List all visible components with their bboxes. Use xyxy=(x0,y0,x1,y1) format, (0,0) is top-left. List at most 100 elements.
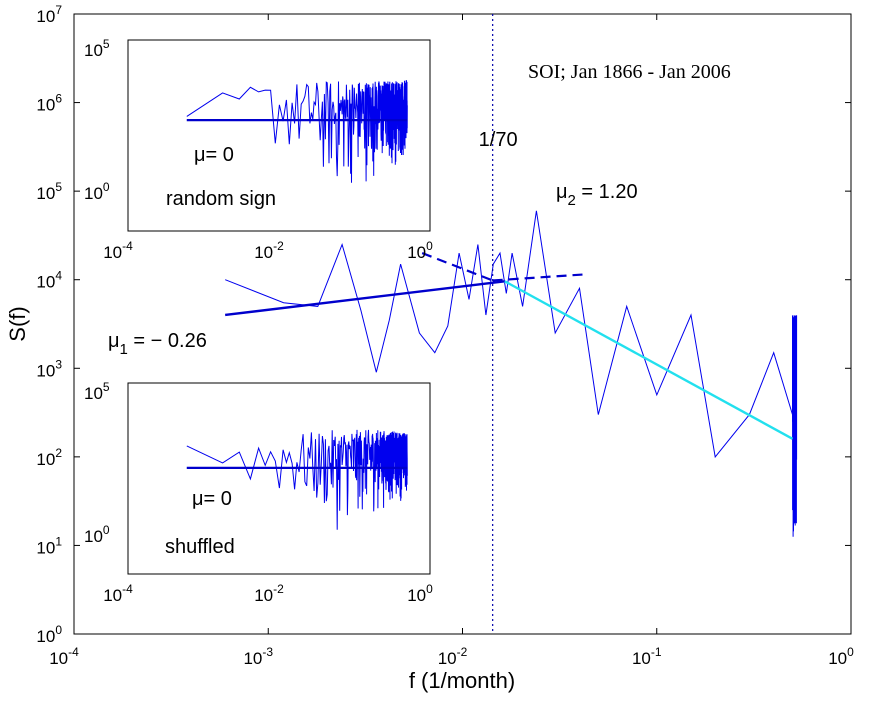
inset-shuffled-mu: μ= 0 xyxy=(192,488,232,510)
fit-high-label-value: = 1.20 xyxy=(576,181,638,203)
y-tick-exponent: 6 xyxy=(55,92,62,106)
y-tick-base: 10 xyxy=(36,450,55,469)
x-tick-exponent: -2 xyxy=(457,645,468,659)
x-tick-label: 100 xyxy=(407,582,433,605)
x-tick-exponent: -1 xyxy=(651,645,662,659)
y-tick-base: 10 xyxy=(84,184,103,203)
inset-spectrum-line xyxy=(186,429,408,530)
x-tick-exponent: -2 xyxy=(273,582,284,596)
fit-high-label-prefix: μ xyxy=(556,181,568,203)
y-tick-label: 105 xyxy=(36,180,62,203)
y-tick-label: 103 xyxy=(36,357,62,380)
x-tick-exponent: -4 xyxy=(68,645,79,659)
crossover-label: 1/70 xyxy=(479,129,518,151)
y-tick-exponent: 5 xyxy=(103,37,110,51)
y-tick-base: 10 xyxy=(36,7,55,26)
x-tick-exponent: 0 xyxy=(847,645,854,659)
x-tick-label: 100 xyxy=(407,239,433,262)
y-tick-label: 105 xyxy=(84,37,110,60)
inset-shuffled-series xyxy=(186,429,408,530)
y-tick-exponent: 7 xyxy=(55,3,62,17)
y-tick-base: 10 xyxy=(36,273,55,292)
y-tick-label: 100 xyxy=(84,180,110,203)
y-tick-base: 10 xyxy=(84,41,103,60)
x-tick-label: 10-1 xyxy=(632,645,662,668)
y-tick-exponent: 0 xyxy=(55,623,62,637)
y-tick-base: 10 xyxy=(84,384,103,403)
y-tick-exponent: 0 xyxy=(103,523,110,537)
x-tick-exponent: 0 xyxy=(426,582,433,596)
fit-low-label-sub: 1 xyxy=(120,341,128,358)
x-tick-label: 10-2 xyxy=(254,582,284,605)
y-tick-label: 102 xyxy=(36,446,62,469)
y-tick-base: 10 xyxy=(36,96,55,115)
y-tick-label: 104 xyxy=(36,269,62,292)
x-tick-label: 10-4 xyxy=(103,582,133,605)
y-tick-exponent: 1 xyxy=(55,534,62,548)
x-tick-exponent: -4 xyxy=(122,582,133,596)
x-tick-label: 10-3 xyxy=(243,645,273,668)
y-tick-exponent: 0 xyxy=(103,180,110,194)
y-tick-exponent: 4 xyxy=(55,269,62,283)
x-tick-exponent: -3 xyxy=(262,645,273,659)
x-tick-base: 10 xyxy=(828,649,847,668)
x-tick-base: 10 xyxy=(254,243,273,262)
y-tick-label: 100 xyxy=(36,623,62,646)
main-series xyxy=(225,210,798,537)
y-tick-label: 105 xyxy=(84,380,110,403)
inset-shuffled-frame xyxy=(127,382,431,575)
inset-random-sign-series xyxy=(186,80,408,183)
x-tick-base: 10 xyxy=(49,649,68,668)
y-tick-base: 10 xyxy=(36,538,55,557)
x-tick-base: 10 xyxy=(407,586,426,605)
x-tick-base: 10 xyxy=(243,649,262,668)
y-tick-label: 101 xyxy=(36,534,62,557)
x-tick-base: 10 xyxy=(632,649,651,668)
x-tick-base: 10 xyxy=(254,586,273,605)
inset-random-sign-mu: μ= 0 xyxy=(194,144,234,166)
y-tick-base: 10 xyxy=(36,361,55,380)
y-tick-base: 10 xyxy=(36,627,55,646)
fit-extension-dashed xyxy=(492,273,586,282)
y-tick-exponent: 3 xyxy=(55,357,62,371)
main-ticks: 10-4 10-3 10-2 10-1 100100101102103104105106… xyxy=(36,3,854,668)
spectrum-series-line xyxy=(225,210,798,537)
y-axis-label: S(f) xyxy=(5,306,30,341)
x-tick-exponent: 0 xyxy=(426,239,433,253)
x-tick-label: 10-2 xyxy=(438,645,468,668)
fit-low-line xyxy=(225,280,505,317)
y-tick-label: 100 xyxy=(84,523,110,546)
fit-low-label: μ1 = − 0.26 xyxy=(108,330,207,358)
x-tick-label: 10-2 xyxy=(254,239,284,262)
inset-spectrum-line xyxy=(186,80,408,183)
x-tick-base: 10 xyxy=(407,243,426,262)
fit-high-line xyxy=(504,280,794,440)
y-tick-exponent: 5 xyxy=(103,380,110,394)
chart-annotation-title: SOI; Jan 1866 - Jan 2006 xyxy=(528,61,731,83)
y-tick-label: 106 xyxy=(36,92,62,115)
inset-shuffled-label: shuffled xyxy=(165,536,235,558)
x-tick-exponent: -2 xyxy=(273,239,284,253)
fit-low-label-value: = − 0.26 xyxy=(128,330,207,352)
fit-high-label-sub: 2 xyxy=(568,192,576,209)
y-tick-base: 10 xyxy=(84,527,103,546)
y-tick-exponent: 5 xyxy=(55,180,62,194)
y-tick-label: 107 xyxy=(36,3,62,26)
x-tick-base: 10 xyxy=(103,243,122,262)
fit-extension-dashed xyxy=(421,252,494,282)
x-axis-label: f (1/month) xyxy=(409,668,515,693)
x-tick-base: 10 xyxy=(438,649,457,668)
main-plot: 10-4 10-3 10-2 10-1 100100101102103104105106… xyxy=(5,3,854,693)
inset-random-sign-label: random sign xyxy=(166,188,276,210)
fit-low-label-prefix: μ xyxy=(108,330,120,352)
x-tick-label: 10-4 xyxy=(49,645,79,668)
x-tick-exponent: -4 xyxy=(122,239,133,253)
y-tick-exponent: 2 xyxy=(55,446,62,460)
x-tick-label: 10-4 xyxy=(103,239,133,262)
x-tick-base: 10 xyxy=(103,586,122,605)
